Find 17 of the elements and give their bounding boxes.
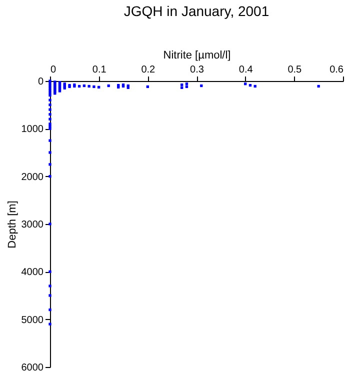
- y-tick-label: 6000: [21, 362, 44, 374]
- y-tick-label: 0: [38, 76, 44, 88]
- y-tick-label: 5000: [21, 314, 44, 326]
- x-tick-label: 0.4: [238, 64, 254, 76]
- x-tick-label: 0.3: [190, 64, 204, 76]
- y-tick-label: 1000: [21, 124, 44, 136]
- x-tick-label: 0.1: [92, 64, 107, 76]
- x-tick-label: 0.5: [288, 64, 302, 76]
- y-tick-label: 4000: [21, 267, 44, 278]
- y-tick-label: 2000: [21, 172, 44, 183]
- x-axis-title: Nitrite [µmol/l]: [163, 50, 231, 62]
- x-tick-label: 0: [50, 64, 56, 76]
- x-tick-label: 0.6: [330, 64, 344, 76]
- chart-title: JGQH in January, 2001: [124, 3, 270, 19]
- y-tick-label: 3000: [21, 220, 44, 230]
- y-axis-title: Depth [m]: [6, 200, 18, 248]
- x-tick-label: 0.2: [141, 64, 156, 76]
